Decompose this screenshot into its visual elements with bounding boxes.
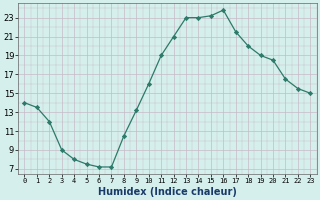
X-axis label: Humidex (Indice chaleur): Humidex (Indice chaleur) [98, 187, 237, 197]
